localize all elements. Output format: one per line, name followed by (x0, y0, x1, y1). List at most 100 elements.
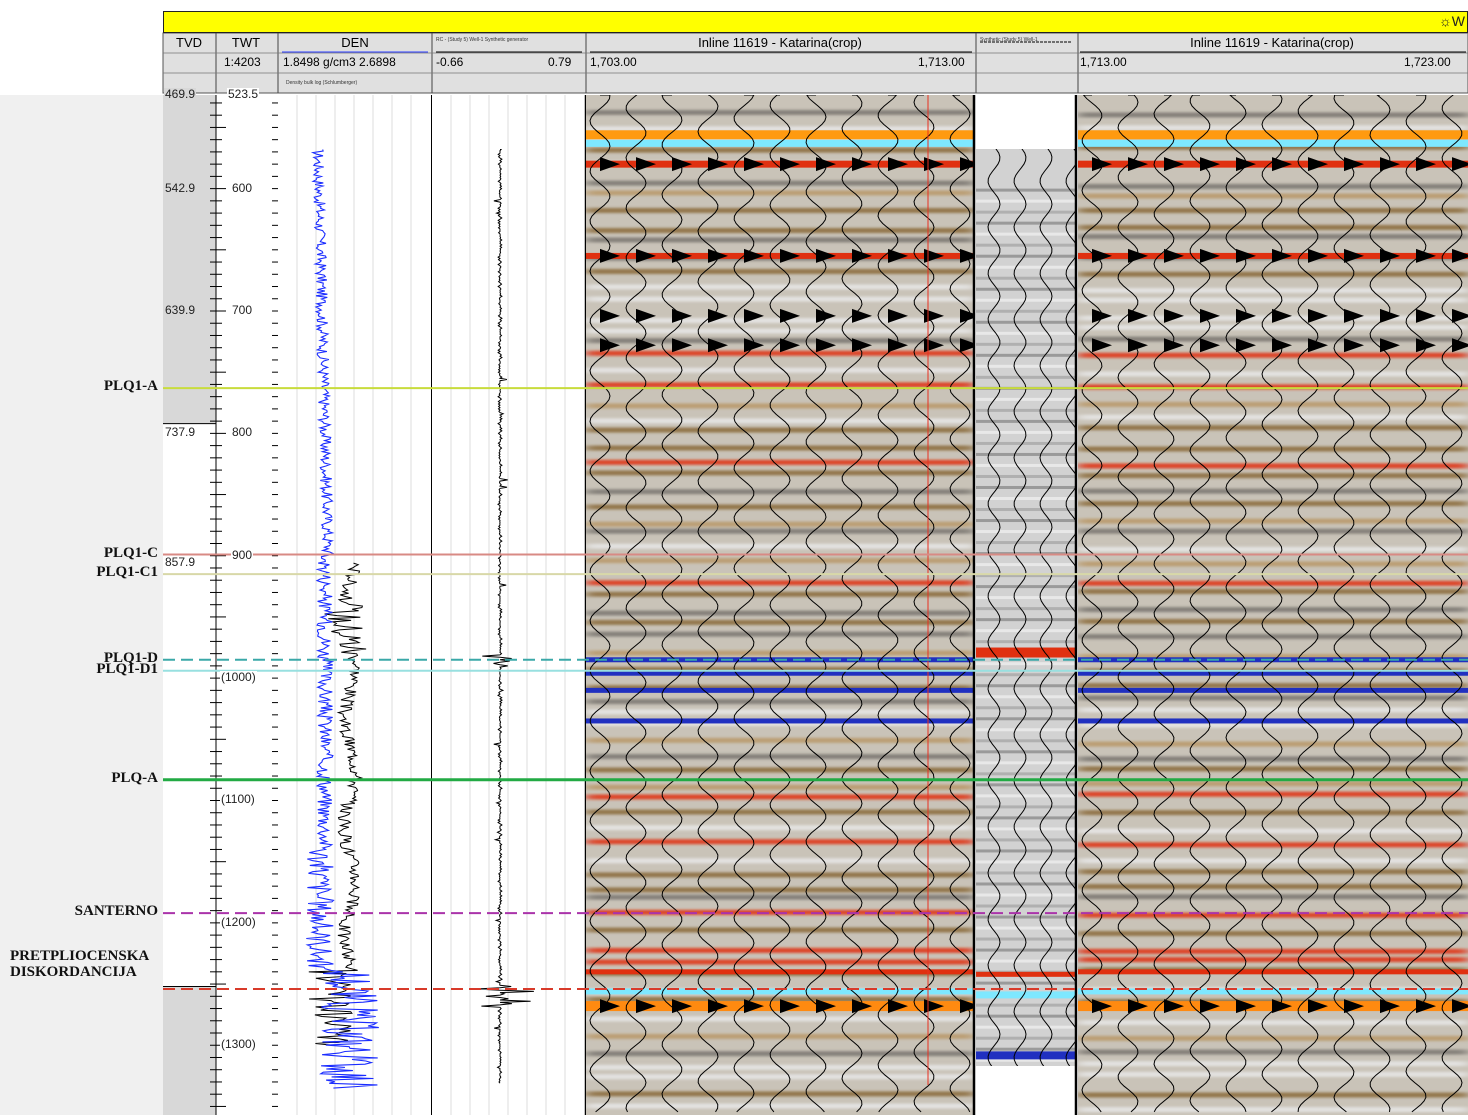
seismic-peak-wedge (600, 308, 620, 323)
seismic-peak-wedge (888, 157, 908, 172)
seismic-wiggle-trace (1153, 95, 1175, 1113)
seismic-band (1078, 791, 1468, 797)
twt-track (216, 95, 278, 1115)
seismic-band (1078, 588, 1468, 594)
seismic-strong-reflector (1078, 687, 1468, 693)
seismic-band (1078, 183, 1468, 189)
seismic-peak-wedge (888, 248, 908, 263)
seismic-peak-wedge (780, 157, 800, 172)
synthetic-strong-band (976, 991, 1076, 999)
synthetic-band (976, 375, 1076, 379)
seismic-track-1-header[interactable]: Inline 11619 - Katarina(crop) (698, 35, 862, 50)
seismic-band (1078, 654, 1468, 660)
seismic-band (1078, 766, 1468, 772)
formation-top-label[interactable]: PRETPLIOCENSKA DISKORDANCIJA (10, 947, 149, 980)
seismic-band (586, 927, 974, 933)
synthetic-band (976, 265, 1076, 269)
formation-top-label[interactable]: PLQ-A (111, 769, 158, 786)
seismic-band (586, 959, 974, 965)
synthetic-track (976, 149, 1076, 1066)
seismic-peak-wedge (1380, 338, 1400, 353)
seismic-band (1078, 707, 1468, 713)
seismic-wiggle-trace (805, 95, 827, 1113)
seismic-peak-wedge (600, 157, 620, 172)
seismic-peak-wedge (1200, 308, 1220, 323)
seismic-peak-wedge (1344, 308, 1364, 323)
seismic-peak-wedge (672, 308, 692, 323)
synthetic-band (976, 640, 1076, 644)
seismic-band (1078, 224, 1468, 230)
synthetic-band (976, 364, 1076, 368)
tvd-header[interactable]: TVD (176, 35, 202, 50)
den-note: Density bulk log (Schlumberger) (286, 80, 358, 86)
synthetic-band (976, 816, 1076, 820)
seismic-peak-wedge (1380, 157, 1400, 172)
seismic-peak-wedge (708, 338, 728, 353)
formation-top-label[interactable]: PLQ1-A (103, 378, 158, 395)
synthetic-band (976, 441, 1076, 445)
seismic-band (586, 459, 974, 465)
seismic-peak-wedge (1308, 157, 1328, 172)
seismic-peak-wedge (1452, 338, 1468, 353)
seismic-band (1078, 884, 1468, 890)
seismic-wiggle-trace (769, 95, 791, 1113)
seismic-peak-wedge (1092, 338, 1112, 353)
sun-gear-icon[interactable]: ☼W (1438, 13, 1465, 29)
seismic-peak-wedge (1236, 157, 1256, 172)
seismic-peak-wedge (1308, 308, 1328, 323)
seismic-band (586, 872, 974, 878)
synthetic-header[interactable]: Synthetic (Study 5) Well-1 (980, 37, 1038, 43)
seismic-band (1078, 401, 1468, 407)
rc-header[interactable]: RC - (Study 5) Well-1 Synthetic generato… (436, 37, 529, 43)
seismic-band (1078, 1061, 1468, 1067)
twt-header[interactable]: TWT (231, 35, 261, 50)
seismic-peak-wedge (960, 248, 974, 263)
synthetic-band (976, 353, 1076, 357)
window-title-bar[interactable]: ☼W (163, 11, 1468, 33)
rc-min: -0.66 (436, 55, 464, 69)
seismic-peak-wedge (1164, 308, 1184, 323)
seismic-band (1078, 948, 1468, 954)
seismic-peak-wedge (1128, 308, 1148, 323)
seismic-band (1078, 931, 1468, 937)
seismic-peak-wedge (636, 157, 656, 172)
seismic-band (586, 1091, 974, 1097)
synthetic-band (976, 287, 1076, 291)
formation-top-label[interactable]: PLQ1-D (103, 649, 158, 666)
synthetic-band (976, 948, 1076, 952)
seismic-band (1078, 324, 1468, 330)
formation-top-label[interactable]: PLQ1-D1 (96, 660, 158, 677)
synthetic-band (976, 717, 1076, 721)
seismic-peak-wedge (672, 999, 692, 1014)
seismic-peak-wedge (708, 308, 728, 323)
seismic-peak-wedge (708, 157, 728, 172)
seismic-strong-reflector (586, 130, 974, 140)
seismic-peak-wedge (888, 338, 908, 353)
seismic-band (1078, 695, 1468, 701)
seismic-peak-wedge (744, 999, 764, 1014)
formation-top-label[interactable]: PLQ1-C1 (96, 564, 158, 581)
seismic-peak-wedge (1452, 248, 1468, 263)
den-header[interactable]: DEN (341, 35, 369, 50)
synthetic-band (976, 629, 1076, 633)
seismic-peak-wedge (1164, 338, 1184, 353)
formation-top-label[interactable]: SANTERNO (74, 903, 158, 920)
seismic-track-2-header[interactable]: Inline 11619 - Katarina(crop) (1190, 35, 1354, 50)
seismic-peak-wedge (1452, 308, 1468, 323)
formation-top-label[interactable]: PLQ1-C (103, 544, 158, 561)
seismic-peak-wedge (1416, 157, 1436, 172)
seismic-band (1078, 634, 1468, 640)
seismic-band (1078, 561, 1468, 567)
synthetic-band (976, 915, 1076, 919)
seismic-peak-wedge (924, 248, 944, 263)
seismic-band (1078, 501, 1468, 507)
seismic-band (586, 1033, 974, 1039)
seismic-band (1078, 722, 1468, 728)
seismic-strong-reflector (1078, 988, 1468, 995)
seismic-track-1-min: 1,703.00 (590, 55, 637, 69)
seismic-band (586, 809, 974, 815)
seismic-peak-wedge (600, 338, 620, 353)
seismic-peak-wedge (1380, 308, 1400, 323)
